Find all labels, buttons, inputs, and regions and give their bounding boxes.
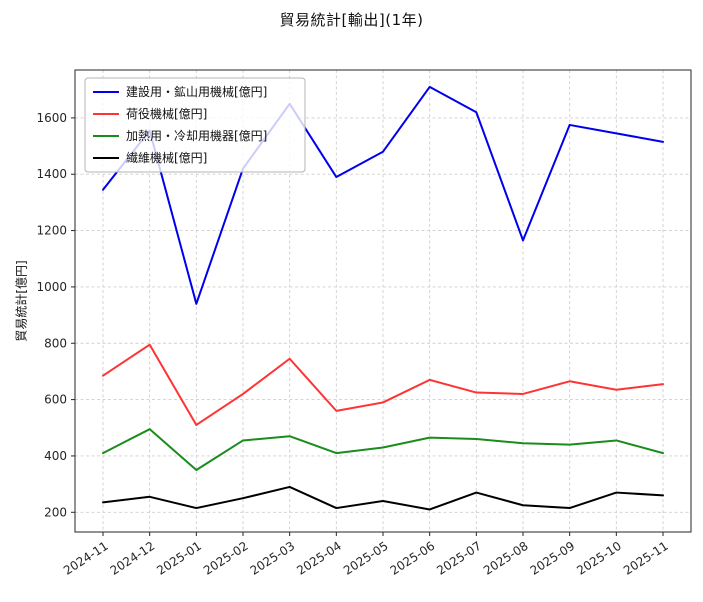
x-tick-label: 2025-08 (481, 539, 531, 578)
chart-title: 貿易統計[輸出](1年) (279, 11, 424, 29)
series-group (102, 85, 664, 511)
legend-label: 荷役機械[億円] (126, 106, 207, 121)
x-tick-label: 2025-05 (341, 539, 391, 578)
x-tick-label: 2025-01 (154, 539, 204, 578)
x-tick-label: 2025-06 (388, 539, 438, 578)
series-line-0 (102, 85, 664, 305)
series-line-1 (102, 343, 664, 426)
x-tick-label: 2024-11 (61, 539, 111, 578)
legend-label: 繊維機械[億円] (126, 150, 207, 165)
y-tick-label: 800 (44, 336, 67, 350)
legend-item-3: 繊維機械[億円] (93, 150, 207, 165)
legend: 建設用・鉱山用機械[億円] 荷役機械[億円] 加熱用・冷却用機器[億円] 繊維機械[億… (84, 77, 306, 173)
legend-item-2: 加熱用・冷却用機器[億円] (93, 128, 267, 143)
legend-box (84, 77, 306, 173)
x-tick-label: 2025-10 (574, 539, 624, 578)
x-tick-label: 2025-07 (434, 539, 484, 578)
legend-label: 加熱用・冷却用機器[億円] (126, 128, 267, 143)
x-tick-label: 2025-03 (248, 539, 298, 578)
x-tick-label: 2025-04 (294, 539, 344, 578)
series-line-2 (102, 428, 664, 472)
y-tick-label: 600 (44, 393, 67, 407)
series-line-3 (102, 485, 664, 511)
y-tick-label: 400 (44, 449, 67, 463)
y-tick-label: 1000 (36, 280, 67, 294)
x-tick-label: 2025-09 (528, 539, 578, 578)
x-tick-label: 2025-02 (201, 539, 251, 578)
x-tick-label: 2024-12 (108, 539, 158, 578)
legend-label: 建設用・鉱山用機械[億円] (126, 84, 267, 99)
y-tick-label: 200 (44, 505, 67, 519)
y-tick-label: 1400 (36, 167, 67, 181)
tick-labels: 200 400 600 800 1000 1200 1400 1600 2024-112024-… (36, 111, 670, 578)
x-tick-label: 2025-11 (621, 539, 671, 578)
y-tick-label: 1200 (36, 224, 67, 238)
y-tick-label: 1600 (36, 111, 67, 125)
legend-item-1: 荷役機械[億円] (93, 106, 207, 121)
axis-ticks (71, 117, 664, 536)
legend-item-0: 建設用・鉱山用機械[億円] (93, 84, 267, 99)
